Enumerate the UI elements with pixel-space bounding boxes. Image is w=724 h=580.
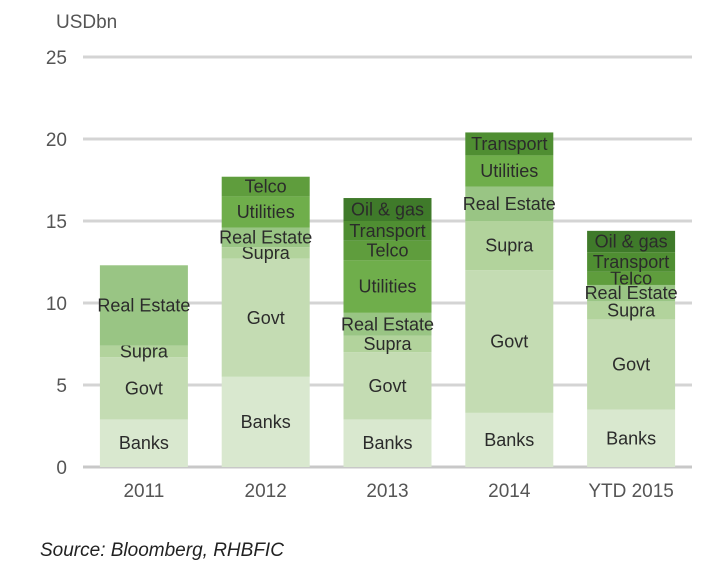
y-tick-label: 20	[46, 130, 67, 151]
segment-label: Real Estate	[97, 295, 190, 315]
y-tick-label: 25	[46, 48, 67, 69]
bar-segment	[465, 186, 554, 221]
bar-segment	[343, 240, 432, 261]
bar-segment	[343, 312, 432, 336]
segment-label: Govt	[125, 378, 163, 398]
segment-label: Utilities	[480, 161, 538, 181]
bar-segment	[587, 301, 676, 320]
segment-label: Real Estate	[219, 227, 312, 247]
segment-label: Telco	[366, 241, 408, 261]
segment-label: Govt	[368, 376, 406, 396]
x-tick-label: 2012	[245, 481, 287, 502]
bar-segment	[221, 227, 310, 248]
bar-segment	[221, 176, 310, 197]
x-tick-label: 2014	[488, 481, 531, 502]
bar-segment	[465, 155, 554, 187]
segment-label: Supra	[120, 341, 169, 361]
y-axis-ticks: 0 5 10 15 20 25	[46, 48, 67, 479]
segment-label: Telco	[610, 268, 652, 288]
bar-segment	[587, 319, 676, 410]
bar-segment	[343, 419, 432, 467]
segment-label: Banks	[241, 412, 291, 432]
segment-label: Utilities	[237, 202, 295, 222]
bar-segment	[465, 412, 554, 467]
segment-label: Supra	[363, 334, 412, 354]
segment-label: Transport	[471, 134, 547, 154]
segment-label: Govt	[490, 332, 528, 352]
bar-segment	[343, 352, 432, 420]
bar-segment	[343, 260, 432, 313]
segment-label: Real Estate	[341, 314, 434, 334]
x-tick-label: 2013	[366, 481, 408, 502]
y-tick-label: 5	[56, 376, 67, 397]
segment-label: Govt	[247, 308, 285, 328]
y-axis-label: USDbn	[56, 12, 117, 33]
segment-label: Oil & gas	[351, 200, 424, 220]
segment-label: Telco	[245, 177, 287, 197]
bar-segment	[587, 252, 676, 272]
bar-segment	[465, 270, 554, 413]
segment-label: Supra	[485, 236, 534, 256]
segment-label: Supra	[607, 300, 656, 320]
x-tick-label: 2011	[123, 481, 164, 502]
bar-segment	[221, 376, 310, 467]
bar-segment	[221, 247, 310, 259]
bar-segment	[587, 230, 676, 253]
segment-label: Banks	[119, 433, 169, 453]
y-tick-label: 10	[46, 294, 67, 315]
bar-segment	[465, 132, 554, 156]
segment-label: Utilities	[358, 277, 416, 297]
segment-label: Banks	[362, 433, 412, 453]
bar-stack: Banks Govt Supra Real Estate	[97, 265, 190, 467]
bar-segment	[343, 221, 432, 241]
x-axis-ticks: 2011 2012 2013 2014 YTD 2015	[123, 481, 673, 502]
bar-segment	[99, 419, 188, 467]
segment-label: Govt	[612, 355, 650, 375]
segment-label: Supra	[242, 243, 291, 263]
bar-segment	[221, 196, 310, 228]
bar-segment	[99, 265, 188, 346]
source-note: Source: Bloomberg, RHBFIC	[40, 540, 284, 561]
bar-segment	[343, 198, 432, 221]
segment-label: Banks	[606, 428, 656, 448]
bar-segment	[221, 258, 310, 377]
segment-label: Transport	[593, 252, 669, 272]
segment-label: Real Estate	[585, 283, 678, 303]
bar-segment	[587, 271, 676, 285]
bar-segment	[587, 409, 676, 467]
bar-segment	[343, 335, 432, 353]
bar-segment	[465, 221, 554, 271]
bar-segment	[99, 345, 188, 358]
x-tick-label: YTD 2015	[588, 481, 674, 502]
segment-label: Real Estate	[463, 194, 556, 214]
bar-stack: Banks Govt Supra Real Estate Utilities Transp…	[463, 132, 556, 467]
y-tick-label: 15	[46, 212, 67, 233]
segment-label: Banks	[484, 430, 534, 450]
segment-label: Oil & gas	[595, 232, 668, 252]
bar-segment	[587, 284, 676, 302]
bar-segment	[99, 357, 188, 420]
y-tick-label: 0	[56, 458, 67, 479]
segment-label: Transport	[349, 221, 425, 241]
